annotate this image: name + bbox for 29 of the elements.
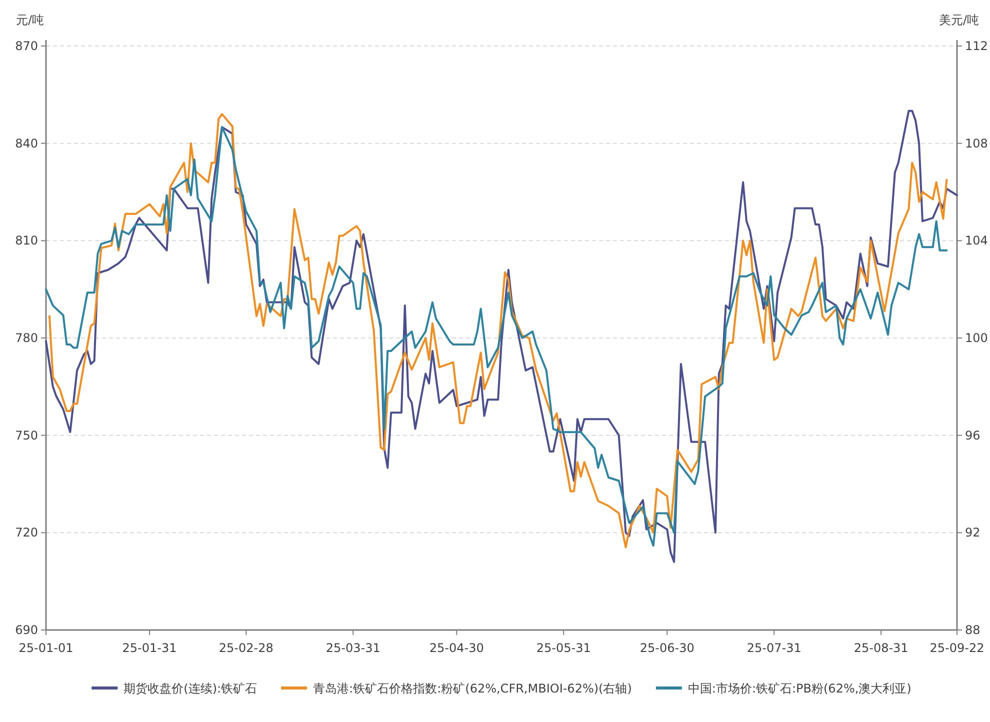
x-tick-label: 25-08-31 bbox=[854, 641, 908, 655]
x-tick-label: 25-03-31 bbox=[326, 641, 380, 655]
y2-tick-label: 96 bbox=[965, 428, 980, 442]
x-tick-label: 25-04-30 bbox=[429, 641, 484, 655]
x-tick-label: 25-02-28 bbox=[218, 641, 274, 655]
legend-label: 青岛港:铁矿石价格指数:粉矿(62%,CFR,MBIOI-62%)(右轴) bbox=[313, 682, 632, 696]
y-axis-title: 元/吨 bbox=[16, 13, 44, 27]
x-tick-label: 25-01-31 bbox=[122, 641, 177, 655]
legend-label: 中国:市场价:铁矿石:PB粉(62%,澳大利亚) bbox=[688, 682, 912, 696]
y-tick-label: 870 bbox=[15, 39, 38, 53]
y2-tick-label: 100 bbox=[965, 331, 988, 345]
y2-axis-title: 美元/吨 bbox=[938, 13, 980, 27]
y-tick-label: 750 bbox=[15, 428, 38, 442]
y-tick-label: 810 bbox=[15, 234, 38, 248]
y2-tick-label: 92 bbox=[965, 526, 980, 540]
y2-tick-label: 104 bbox=[965, 234, 988, 248]
y2-tick-label: 112 bbox=[965, 39, 988, 53]
y-tick-label: 720 bbox=[15, 526, 38, 540]
legend-label: 期货收盘价(连续):铁矿石 bbox=[124, 682, 258, 696]
x-tick-label: 25-05-31 bbox=[536, 641, 591, 655]
x-tick-label: 25-06-30 bbox=[640, 641, 694, 655]
y2-tick-label: 88 bbox=[965, 623, 980, 637]
x-tick-label: 25-07-31 bbox=[746, 641, 802, 655]
x-tick-label: 25-01-01 bbox=[18, 641, 74, 655]
y2-tick-label: 108 bbox=[965, 136, 988, 150]
x-tick-label: 25-09-22 bbox=[930, 641, 984, 655]
y-tick-label: 840 bbox=[15, 136, 38, 150]
y-tick-label: 690 bbox=[15, 623, 38, 637]
y-tick-label: 780 bbox=[15, 331, 38, 345]
